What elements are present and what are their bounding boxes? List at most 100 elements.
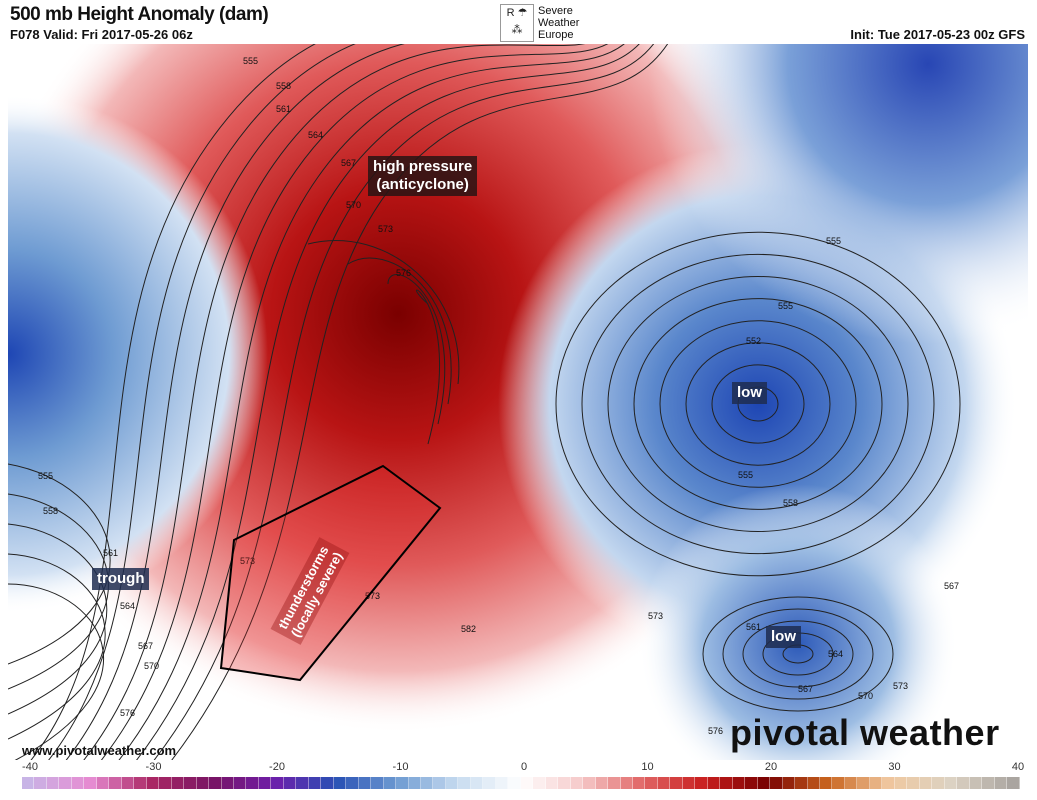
colorbar-cell xyxy=(271,777,284,789)
colorbar-cell xyxy=(932,777,945,789)
contour-label: 573 xyxy=(378,224,393,234)
contour-label: 567 xyxy=(944,581,959,591)
contour-label: 558 xyxy=(43,506,58,516)
contour-line xyxy=(307,240,460,385)
contour-label: 582 xyxy=(461,624,476,634)
contour-label: 576 xyxy=(708,726,723,736)
high-pressure-label: high pressure (anticyclone) xyxy=(368,156,478,196)
colorbar-cell xyxy=(171,777,185,789)
colorbar-cell xyxy=(246,777,259,789)
colorbar-cell xyxy=(583,777,596,789)
colorbar-cell xyxy=(34,777,47,789)
logo-icon: R ☂ ⁂ xyxy=(500,4,534,42)
contour-line xyxy=(387,274,446,425)
contour-line xyxy=(581,253,935,555)
colorbar-tick: 40 xyxy=(1011,761,1025,773)
contour-label: 564 xyxy=(828,649,843,659)
valid-time: F078 Valid: Fri 2017-05-26 06z xyxy=(10,27,193,42)
colorbar-cell xyxy=(857,777,870,789)
colorbar-cell xyxy=(682,777,696,789)
contour-label: 573 xyxy=(365,591,380,601)
contour-line xyxy=(8,523,108,715)
contour-line xyxy=(8,583,104,760)
colorbar-cell xyxy=(994,777,1008,789)
colorbar-cell xyxy=(707,777,721,789)
low-label: low xyxy=(766,626,801,648)
colorbar-cell xyxy=(146,777,160,789)
contour-line xyxy=(171,44,668,760)
colorbar-cell xyxy=(570,777,584,789)
colorbar-cell xyxy=(645,777,658,789)
colorbar-cell xyxy=(134,777,147,789)
contour-label: 567 xyxy=(341,158,356,168)
colorbar-cell xyxy=(882,777,895,789)
init-time: Init: Tue 2017-05-23 00z GFS xyxy=(850,27,1025,42)
colorbar-tick: 30 xyxy=(888,761,901,773)
contour-line xyxy=(633,298,883,510)
contour-label: 573 xyxy=(240,556,255,566)
colorbar-cell xyxy=(608,777,621,789)
contour-label: 567 xyxy=(798,684,813,694)
colorbar-cell xyxy=(558,777,571,789)
colorbar-cell xyxy=(657,777,671,789)
colorbar-tick: 10 xyxy=(641,761,654,773)
contour-label: 564 xyxy=(120,601,135,611)
logo-text: Europe xyxy=(538,29,574,41)
colorbar-cell xyxy=(209,777,222,789)
colorbar-cell xyxy=(470,777,484,789)
colorbar-cell xyxy=(844,777,858,789)
thunderstorm-risk-area xyxy=(219,464,442,682)
contour-line xyxy=(415,289,441,445)
contour-label: 555 xyxy=(243,56,258,66)
colorbar-cell xyxy=(296,777,309,789)
colorbar-cell xyxy=(745,777,758,789)
colorbar-cell xyxy=(84,777,97,789)
contour-label: 561 xyxy=(746,622,761,632)
colorbar-cell xyxy=(832,777,845,789)
contour-line xyxy=(347,257,452,405)
colorbar-tick: -30 xyxy=(145,761,162,773)
colorbar-cell xyxy=(184,777,197,789)
colorbar-cell xyxy=(121,777,135,789)
colorbar-cell xyxy=(221,777,234,789)
contour-label: 573 xyxy=(893,681,908,691)
contour-label: 573 xyxy=(648,611,663,621)
colorbar-cell xyxy=(46,777,60,789)
contour-line xyxy=(702,596,894,712)
contour-label: 564 xyxy=(308,130,323,140)
contour-label: 576 xyxy=(396,268,411,278)
colorbar-tick: -20 xyxy=(269,761,285,773)
colorbar-cell xyxy=(919,777,933,789)
colorbar-cell xyxy=(59,777,72,789)
contour-label: 561 xyxy=(276,104,291,114)
colorbar-tick: 20 xyxy=(764,761,778,773)
colorbar-cell xyxy=(508,777,521,789)
severe-weather-europe-logo: R ☂ ⁂ Severe Weather Europe xyxy=(500,4,579,42)
colorbar-cell xyxy=(757,777,771,789)
colorbar-cell xyxy=(869,777,883,789)
colorbar-cell xyxy=(1007,777,1020,789)
colorbar-cell xyxy=(545,777,559,789)
contour-label: 567 xyxy=(138,641,153,651)
contour-line xyxy=(8,553,106,740)
colorbar-tick: 0 xyxy=(520,761,528,773)
contour-line xyxy=(153,44,655,760)
low-label: low xyxy=(732,382,767,404)
colorbar-tick: -10 xyxy=(392,761,409,773)
colorbar-cell xyxy=(196,777,210,789)
colorbar-cell xyxy=(495,777,509,789)
colorbar-cell xyxy=(458,777,471,789)
pivotal-weather-brand: pivotal weather xyxy=(730,712,1000,753)
colorbar-cell xyxy=(944,777,958,789)
contour-line xyxy=(8,463,111,665)
colorbar-cell xyxy=(732,777,746,789)
colorbar-cell xyxy=(632,777,646,789)
colorbar-cell xyxy=(445,777,459,789)
colorbar-cell xyxy=(620,777,633,789)
colorbar-cell xyxy=(595,777,609,789)
colorbar-cell xyxy=(71,777,85,789)
colorbar-cell xyxy=(969,777,983,789)
colorbar-cell xyxy=(720,777,733,789)
source-url[interactable]: www.pivotalweather.com xyxy=(22,743,177,758)
colorbar-cell xyxy=(421,777,434,789)
